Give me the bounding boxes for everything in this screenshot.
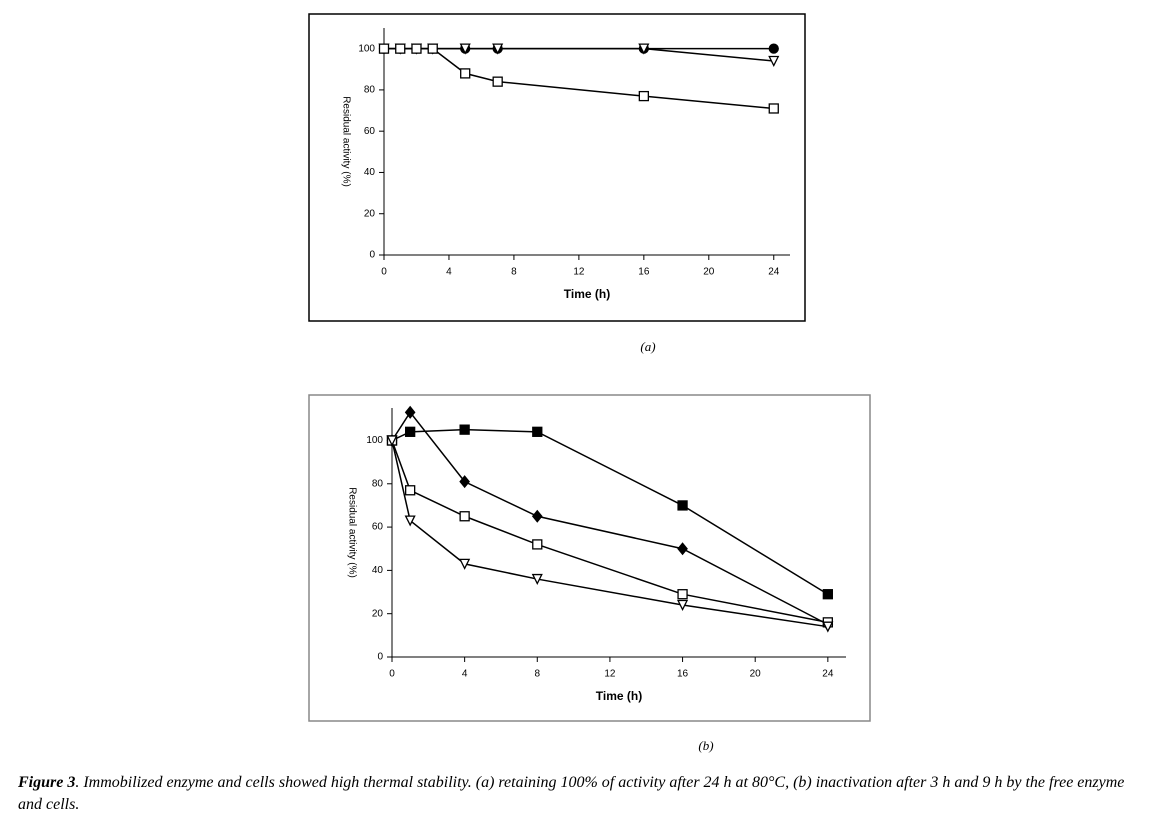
data-point bbox=[404, 405, 416, 419]
data-point bbox=[459, 475, 470, 489]
data-point bbox=[677, 589, 688, 600]
x-tick-label: 4 bbox=[462, 669, 468, 680]
y-tick-label: 80 bbox=[364, 85, 376, 96]
y-axis-title: Residual activity (%) bbox=[346, 487, 357, 578]
x-tick-label: 20 bbox=[750, 669, 762, 680]
x-axis-title: Time (h) bbox=[564, 287, 610, 301]
data-point bbox=[492, 76, 503, 87]
chart-frame bbox=[308, 394, 871, 722]
y-tick-label: 40 bbox=[372, 565, 384, 576]
x-tick-label: 8 bbox=[511, 267, 517, 278]
data-point bbox=[677, 542, 688, 556]
data-point bbox=[386, 435, 398, 447]
x-tick-label: 4 bbox=[446, 267, 452, 278]
caption-label: Figure 3 bbox=[17, 774, 75, 791]
data-point bbox=[638, 90, 649, 102]
data-point bbox=[405, 426, 416, 437]
x-tick-label: 24 bbox=[768, 267, 780, 278]
data-point bbox=[768, 55, 780, 67]
data-point bbox=[427, 43, 438, 54]
x-tick-label: 16 bbox=[638, 267, 650, 278]
caption-text-continued: and cells. bbox=[18, 796, 79, 813]
data-point bbox=[677, 500, 688, 511]
y-tick-label: 100 bbox=[358, 43, 375, 54]
y-tick-label: 0 bbox=[377, 652, 383, 663]
data-point bbox=[822, 589, 833, 600]
x-tick-label: 12 bbox=[604, 669, 616, 680]
figure-caption: Figure 3. Immobilized enzyme and cells s… bbox=[17, 774, 1124, 813]
series-line bbox=[384, 47, 774, 62]
x-tick-label: 20 bbox=[703, 267, 715, 278]
data-point bbox=[677, 599, 689, 611]
data-point bbox=[459, 511, 470, 522]
data-point bbox=[459, 558, 471, 570]
data-point bbox=[459, 424, 470, 435]
data-point bbox=[531, 573, 543, 586]
y-tick-label: 100 bbox=[366, 435, 383, 446]
y-axis-title: Residual activity (%) bbox=[340, 96, 351, 187]
chart-frame bbox=[308, 13, 806, 322]
y-tick-label: 60 bbox=[364, 126, 376, 137]
y-tick-label: 20 bbox=[372, 608, 384, 619]
y-tick-label: 40 bbox=[364, 167, 376, 178]
data-point bbox=[378, 43, 390, 54]
data-point bbox=[395, 43, 406, 54]
data-point bbox=[460, 68, 471, 79]
series-line bbox=[391, 440, 828, 624]
data-point bbox=[531, 509, 543, 523]
panel-caption: (a) bbox=[640, 339, 655, 354]
data-point bbox=[532, 539, 543, 550]
x-tick-label: 16 bbox=[677, 669, 689, 680]
data-point bbox=[411, 43, 422, 54]
x-tick-label: 8 bbox=[534, 669, 540, 680]
x-axis-title: Time (h) bbox=[596, 689, 642, 703]
data-point bbox=[768, 43, 779, 54]
data-point bbox=[405, 485, 416, 496]
series-line bbox=[391, 440, 828, 628]
series-line bbox=[384, 47, 774, 110]
data-point bbox=[768, 103, 779, 114]
y-tick-label: 80 bbox=[372, 478, 384, 489]
x-tick-label: 0 bbox=[389, 669, 395, 680]
data-point bbox=[822, 621, 834, 633]
x-tick-label: 24 bbox=[822, 669, 834, 680]
data-point bbox=[492, 43, 504, 55]
caption-text: . Immobilized enzyme and cells showed hi… bbox=[75, 774, 1124, 791]
data-point bbox=[404, 515, 416, 527]
data-point bbox=[638, 43, 650, 55]
y-tick-label: 60 bbox=[372, 522, 384, 533]
data-point bbox=[532, 426, 543, 437]
series-line bbox=[391, 411, 829, 626]
panel-caption: (b) bbox=[698, 738, 713, 753]
data-point bbox=[459, 43, 471, 55]
x-tick-label: 12 bbox=[573, 267, 585, 278]
x-tick-label: 0 bbox=[381, 267, 387, 278]
y-tick-label: 20 bbox=[364, 208, 376, 219]
y-tick-label: 0 bbox=[369, 250, 375, 261]
